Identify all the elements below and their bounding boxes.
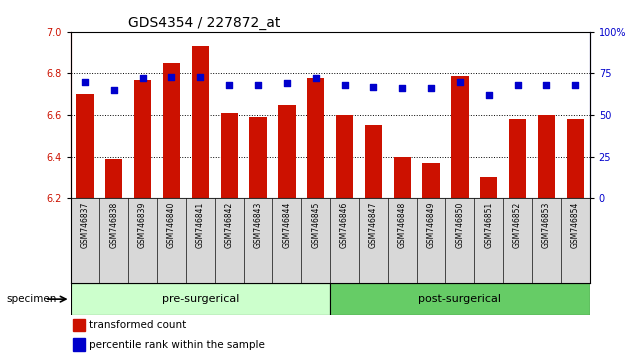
Text: post-surgerical: post-surgerical — [419, 294, 501, 304]
Bar — [105, 159, 122, 198]
Bar — [71, 198, 99, 283]
Point — [368, 84, 378, 90]
Bar — [249, 117, 267, 198]
Bar — [272, 198, 301, 283]
Text: percentile rank within the sample: percentile rank within the sample — [88, 339, 265, 350]
Point — [455, 79, 465, 85]
Bar — [157, 198, 186, 283]
Text: GDS4354 / 227872_at: GDS4354 / 227872_at — [128, 16, 281, 30]
Text: GSM746844: GSM746844 — [282, 202, 292, 248]
Text: specimen: specimen — [6, 294, 57, 304]
Point — [310, 76, 320, 81]
Bar — [561, 198, 590, 283]
Point — [109, 87, 119, 93]
Bar — [73, 338, 85, 351]
Point — [483, 92, 494, 98]
Bar — [417, 198, 445, 283]
Text: GSM746853: GSM746853 — [542, 202, 551, 248]
Bar — [221, 113, 238, 198]
Bar — [394, 156, 411, 198]
Bar — [99, 198, 128, 283]
Bar — [330, 198, 359, 283]
Text: GSM746842: GSM746842 — [224, 202, 234, 248]
Point — [570, 82, 581, 88]
Point — [195, 74, 205, 80]
Bar — [215, 198, 244, 283]
Bar — [301, 198, 330, 283]
Bar — [186, 198, 215, 283]
Text: transformed count: transformed count — [88, 320, 186, 330]
Point — [340, 82, 350, 88]
Point — [79, 79, 90, 85]
Text: GSM746841: GSM746841 — [196, 202, 205, 248]
Bar — [134, 80, 151, 198]
Text: GSM746837: GSM746837 — [80, 202, 90, 248]
Bar — [359, 198, 388, 283]
Bar — [503, 198, 532, 283]
Bar — [128, 198, 157, 283]
Bar — [388, 198, 417, 283]
Text: GSM746849: GSM746849 — [426, 202, 436, 248]
Bar — [336, 115, 353, 198]
Text: GSM746839: GSM746839 — [138, 202, 147, 248]
Bar — [278, 105, 296, 198]
Bar — [73, 319, 85, 331]
Bar — [474, 198, 503, 283]
Bar — [451, 75, 469, 198]
Point — [426, 86, 436, 91]
Text: GSM746843: GSM746843 — [253, 202, 263, 248]
Bar — [307, 78, 324, 198]
Text: GSM746838: GSM746838 — [109, 202, 119, 248]
Bar — [480, 177, 497, 198]
Bar — [244, 198, 272, 283]
Text: GSM746854: GSM746854 — [570, 202, 580, 248]
Bar — [422, 163, 440, 198]
Text: GSM746847: GSM746847 — [369, 202, 378, 248]
Text: GSM746852: GSM746852 — [513, 202, 522, 248]
Point — [541, 82, 551, 88]
Bar — [71, 283, 330, 315]
Point — [224, 82, 235, 88]
Bar — [509, 119, 526, 198]
Point — [281, 81, 292, 86]
Bar — [365, 125, 382, 198]
Text: GSM746848: GSM746848 — [397, 202, 407, 248]
Bar — [445, 198, 474, 283]
Text: GSM746840: GSM746840 — [167, 202, 176, 248]
Text: GSM746850: GSM746850 — [455, 202, 465, 248]
Point — [137, 76, 147, 81]
Point — [397, 86, 408, 91]
Bar — [538, 115, 555, 198]
Point — [253, 82, 263, 88]
Point — [513, 82, 523, 88]
Text: pre-surgerical: pre-surgerical — [162, 294, 239, 304]
Bar — [163, 63, 180, 198]
Text: GSM746851: GSM746851 — [484, 202, 494, 248]
Bar — [330, 283, 590, 315]
Text: GSM746845: GSM746845 — [311, 202, 320, 248]
Bar — [76, 94, 94, 198]
Bar — [192, 46, 209, 198]
Text: GSM746846: GSM746846 — [340, 202, 349, 248]
Bar — [532, 198, 561, 283]
Bar — [567, 119, 584, 198]
Point — [167, 74, 177, 80]
